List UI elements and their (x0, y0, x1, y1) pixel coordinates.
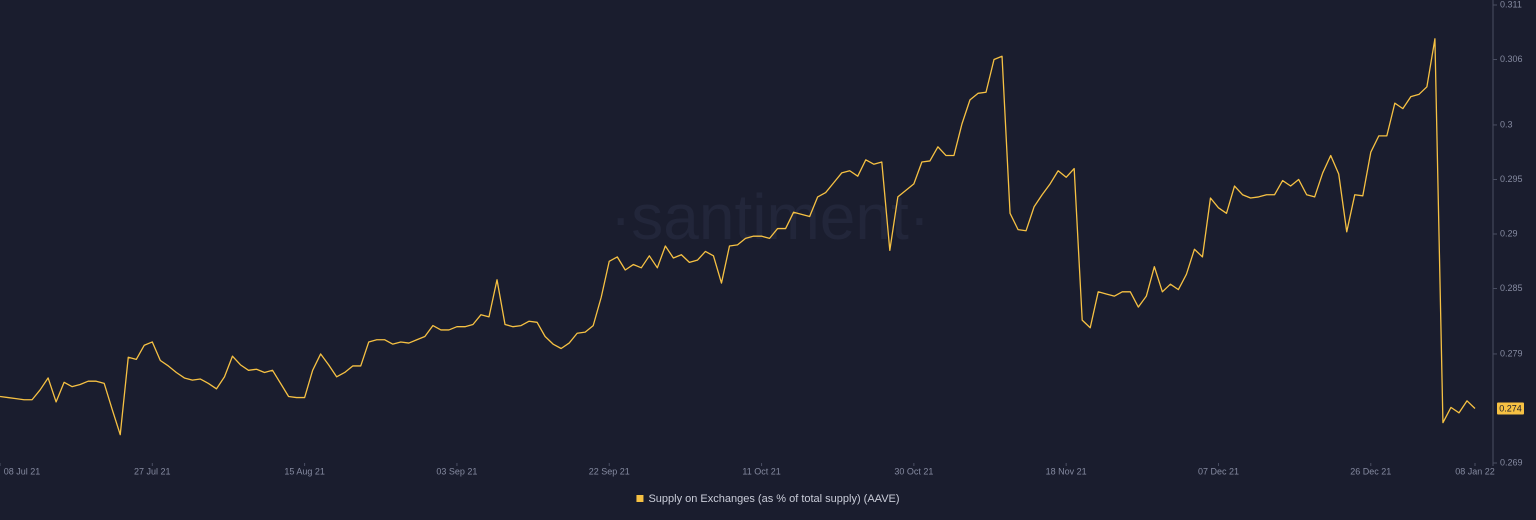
x-tick-label: 26 Dec 21 (1350, 466, 1391, 476)
x-tick-label: 11 Oct 21 (742, 466, 780, 476)
x-tick-label: 08 Jan 22 (1455, 466, 1495, 476)
x-tick-label: 07 Dec 21 (1198, 466, 1239, 476)
y-tick-label: 0.3 (1500, 119, 1513, 129)
data-line (0, 38, 1476, 436)
current-value-label: 0.274 (1499, 403, 1522, 413)
x-tick-label: 03 Sep 21 (436, 466, 477, 476)
y-tick-label: 0.269 (1500, 457, 1523, 467)
legend-swatch (636, 495, 644, 502)
y-tick-label: 0.279 (1500, 348, 1523, 358)
legend-label: Supply on Exchanges (as % of total suppl… (648, 493, 899, 505)
y-tick-label: 0.295 (1500, 174, 1523, 184)
x-tick-label: 30 Oct 21 (894, 466, 933, 476)
current-value-badge (1497, 402, 1524, 415)
y-tick-label: 0.311 (1500, 0, 1522, 9)
x-tick-label: 27 Jul 21 (134, 466, 171, 476)
x-tick-label: 22 Sep 21 (589, 466, 630, 476)
x-tick-label: 08 Jul 21 (4, 466, 41, 476)
x-tick-label: 18 Nov 21 (1046, 466, 1087, 476)
y-tick-label: 0.285 (1500, 283, 1523, 293)
y-tick-label: 0.306 (1500, 54, 1523, 64)
watermark: ·santiment· (610, 181, 930, 253)
y-tick-label: 0.29 (1500, 228, 1518, 238)
x-tick-label: 15 Aug 21 (284, 466, 325, 476)
